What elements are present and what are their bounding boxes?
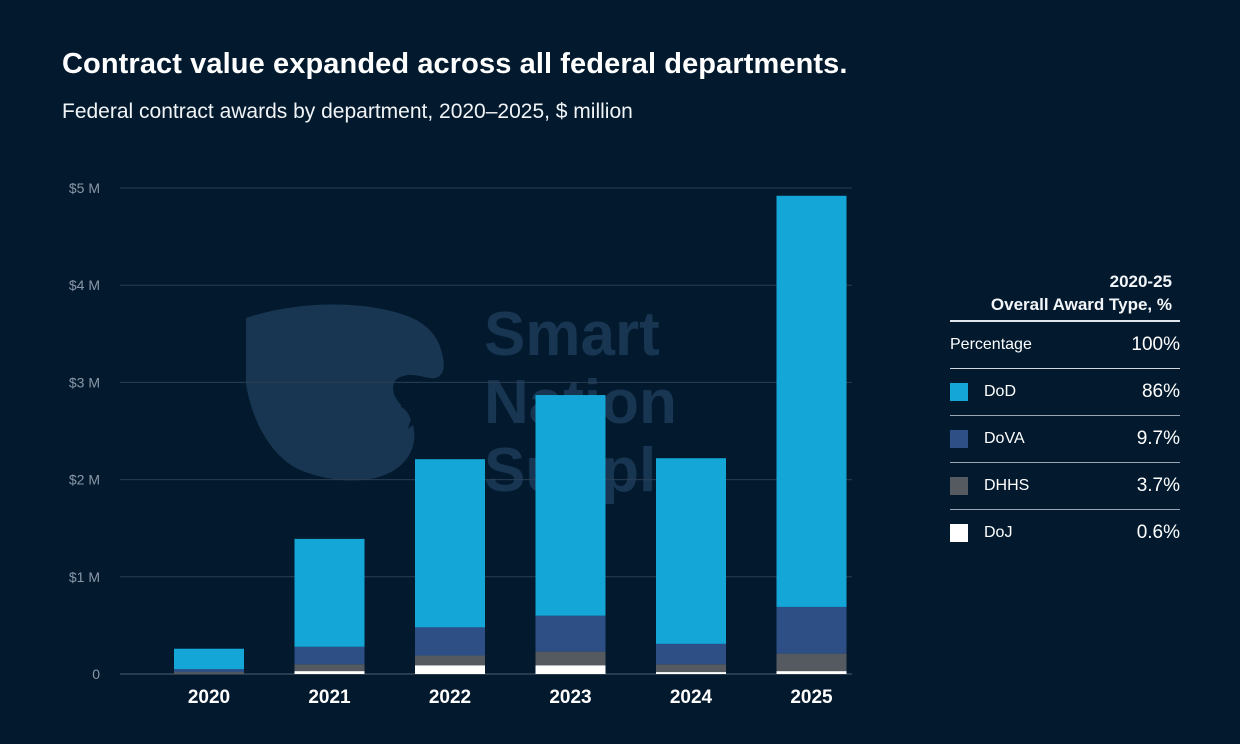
y-tick-label: $5 M (69, 180, 100, 196)
bar-segment-dod-2025 (777, 196, 847, 607)
legend-header-title: Overall Award Type, % (950, 293, 1172, 316)
legend-table: 2020-25 Overall Award Type, % Percentage… (950, 270, 1180, 556)
bar-segment-dhhs-2022 (415, 656, 485, 666)
legend-item-value: 3.7% (1137, 475, 1180, 497)
legend-swatch (950, 430, 968, 448)
bar-segment-doj-2025 (777, 671, 847, 674)
x-tick-label: 2025 (790, 687, 833, 708)
legend-swatch (950, 524, 968, 542)
legend-item-dhhs: DHHS 3.7% (950, 463, 1180, 510)
y-tick-label: 0 (92, 666, 100, 682)
x-axis-labels: 2020 2021 2022 2023 2024 2025 (188, 687, 833, 708)
legend-item-value: 86% (1142, 381, 1180, 403)
bar-segment-dod-2022 (415, 459, 485, 627)
bar-segment-dod-2024 (656, 458, 726, 644)
x-tick-label: 2022 (429, 687, 471, 708)
bar-segment-dhhs-2025 (777, 654, 847, 671)
bar-segment-dova-2021 (295, 647, 365, 664)
bar-segment-dova-2024 (656, 644, 726, 664)
legend-item-dova: DoVA 9.7% (950, 416, 1180, 463)
eagle-logo (246, 305, 444, 481)
y-tick-label: $1 M (69, 569, 100, 585)
x-tick-label: 2020 (188, 687, 230, 708)
legend-item-label: DHHS (984, 477, 1137, 495)
bar-segment-dhhs-2020 (174, 672, 244, 674)
bar-segment-doj-2023 (536, 665, 606, 674)
legend-item-label: DoVA (984, 430, 1137, 448)
x-tick-label: 2024 (670, 687, 713, 708)
y-tick-label: $2 M (69, 472, 100, 488)
y-tick-label: $3 M (69, 374, 100, 390)
bar-segment-doj-2022 (415, 665, 485, 674)
legend-swatch (950, 477, 968, 495)
bar-segment-dhhs-2023 (536, 652, 606, 666)
legend-item-label: DoJ (984, 524, 1137, 542)
legend-item-doj: DoJ 0.6% (950, 510, 1180, 556)
y-tick-label: $4 M (69, 277, 100, 293)
legend-total-row: Percentage 100% (950, 322, 1180, 369)
legend-total-label: Percentage (950, 336, 1131, 354)
bar-segment-doj-2024 (656, 672, 726, 674)
bar-segment-dod-2021 (295, 539, 365, 647)
legend-item-value: 0.6% (1137, 522, 1180, 544)
bar-segment-dova-2025 (777, 607, 847, 654)
bar-segment-doj-2021 (295, 671, 365, 674)
legend-item-value: 9.7% (1137, 428, 1180, 450)
bar-segment-dhhs-2024 (656, 664, 726, 672)
bar-segment-dova-2023 (536, 616, 606, 652)
legend-item-label: DoD (984, 383, 1142, 401)
legend-item-dod: DoD 86% (950, 369, 1180, 416)
legend-header-period: 2020-25 (950, 270, 1172, 293)
bar-segment-dod-2020 (174, 649, 244, 669)
bar-segment-dova-2022 (415, 627, 485, 655)
bar-segment-dhhs-2021 (295, 664, 365, 671)
legend-header: 2020-25 Overall Award Type, % (950, 270, 1180, 322)
bar-segment-dova-2020 (174, 669, 244, 672)
legend-total-value: 100% (1131, 334, 1180, 356)
x-tick-label: 2021 (308, 687, 351, 708)
legend-swatch (950, 383, 968, 401)
x-tick-label: 2023 (549, 687, 591, 708)
bar-segment-dod-2023 (536, 395, 606, 616)
watermark-line-1: Smart (484, 300, 660, 369)
